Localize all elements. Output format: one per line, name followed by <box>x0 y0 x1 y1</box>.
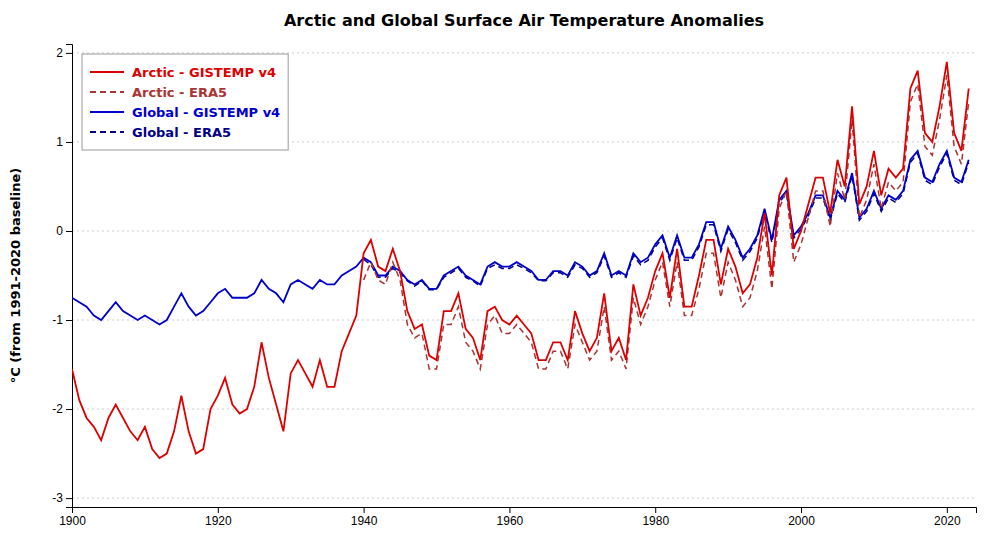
legend-swatch <box>90 131 124 133</box>
tick-mark <box>66 231 72 232</box>
plot: 1900 1920 1940 1960 1980 2000 2020 -3 -2 -1 0 1 2 Arc… <box>52 45 976 528</box>
legend-swatch <box>90 71 124 73</box>
tick: -3 <box>52 491 72 505</box>
legend-item: Arctic - ERA5 <box>90 85 227 100</box>
grid-line <box>72 409 976 410</box>
legend-swatch <box>90 91 124 93</box>
tick: 2000 <box>788 507 815 528</box>
tick: 1920 <box>205 507 232 528</box>
grid-line <box>72 52 976 53</box>
legend-box <box>82 54 288 150</box>
tick-label: 2 <box>56 46 63 60</box>
x-axis: 1900 1920 1940 1960 1980 2000 2020 <box>59 507 976 528</box>
legend-item: Global - ERA5 <box>90 125 231 140</box>
chart: 1900 1920 1940 1960 1980 2000 2020 -3 -2 -1 0 1 2 Arc… <box>0 0 1000 541</box>
tick: 1980 <box>642 507 669 528</box>
legend-label: Arctic - GISTEMP v4 <box>132 65 276 80</box>
tick-label: 1920 <box>205 514 232 528</box>
tick: 2 <box>56 46 72 60</box>
grid <box>72 53 976 498</box>
series-line <box>72 151 969 325</box>
tick-label: 1960 <box>497 514 524 528</box>
tick-label: -1 <box>52 313 63 327</box>
tick-mark <box>66 498 72 499</box>
tick-mark <box>66 53 72 54</box>
tick-label: 1 <box>56 135 63 149</box>
tick-label: 1980 <box>642 514 669 528</box>
tick-label: 2020 <box>934 514 961 528</box>
grid-line <box>72 230 976 231</box>
tick-label: 2000 <box>788 514 815 528</box>
axis-line <box>66 45 73 508</box>
tick-mark <box>509 507 510 513</box>
legend-item: Global - GISTEMP v4 <box>90 105 280 120</box>
tick-label: 1900 <box>59 514 86 528</box>
legend-label: Arctic - ERA5 <box>132 85 227 100</box>
grid-line <box>72 320 976 321</box>
tick: -1 <box>52 313 72 327</box>
tick: 1900 <box>59 507 86 528</box>
tick-label: -2 <box>52 402 63 416</box>
tick-mark <box>66 409 72 410</box>
title: Arctic and Global Surface Air Temperatur… <box>284 11 764 30</box>
tick-mark <box>66 142 72 143</box>
tick-mark <box>218 507 219 513</box>
legend-swatch <box>90 111 124 113</box>
tick-mark <box>947 507 948 513</box>
tick-mark <box>655 507 656 513</box>
legend-label: Global - GISTEMP v4 <box>132 105 280 120</box>
tick-mark <box>364 507 365 513</box>
tick-label: 0 <box>56 224 63 238</box>
tick-label: 1940 <box>351 514 378 528</box>
axis-line <box>73 508 977 514</box>
tick: 2020 <box>934 507 961 528</box>
legend-item: Arctic - GISTEMP v4 <box>90 65 276 80</box>
y-axis-label: °C (from 1991-2020 baseline) <box>8 168 23 383</box>
legend: Arctic - GISTEMP v4 Arctic - ERA5 Global -… <box>82 54 288 150</box>
grid-line <box>72 498 976 499</box>
tick: 0 <box>56 224 72 238</box>
tick: 1960 <box>497 507 524 528</box>
y-axis: -3 -2 -1 0 1 2 <box>52 45 72 508</box>
tick-mark <box>66 320 72 321</box>
tick-label: -3 <box>52 491 63 505</box>
tick: 1 <box>56 135 72 149</box>
series-line <box>364 75 969 369</box>
legend-label: Global - ERA5 <box>132 125 231 140</box>
tick-mark <box>801 507 802 513</box>
tick: 1940 <box>351 507 378 528</box>
tick: -2 <box>52 402 72 416</box>
